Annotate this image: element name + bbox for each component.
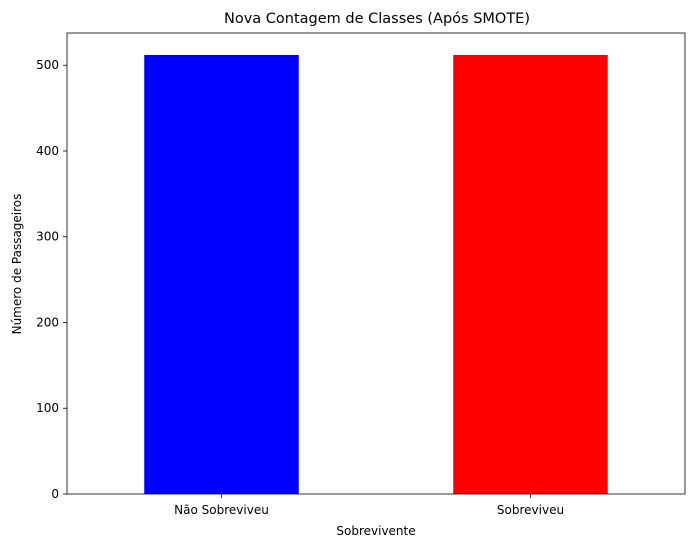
y-tick-label: 300 — [36, 230, 59, 244]
plot-frame — [66, 32, 686, 495]
x-tick-label: Não Sobreviveu — [174, 503, 269, 517]
bar — [144, 54, 299, 494]
x-axis-ticks: Não Sobreviveu Sobreviveu — [174, 494, 564, 517]
y-tick-label: 200 — [36, 315, 59, 329]
y-tick-label: 0 — [51, 487, 59, 501]
y-tick-label: 400 — [36, 144, 59, 158]
bar — [453, 54, 608, 494]
x-axis-label: Sobrevivente — [336, 524, 415, 538]
bars — [144, 54, 608, 494]
chart-title: Nova Contagem de Classes (Após SMOTE) — [224, 11, 530, 27]
y-axis-ticks: 0 100 200 300 400 500 — [36, 58, 67, 501]
x-tick-label: Sobreviveu — [497, 503, 564, 517]
y-tick-label: 500 — [36, 58, 59, 72]
y-tick-label: 100 — [36, 401, 59, 415]
y-axis-label: Número de Passageiros — [10, 194, 24, 335]
